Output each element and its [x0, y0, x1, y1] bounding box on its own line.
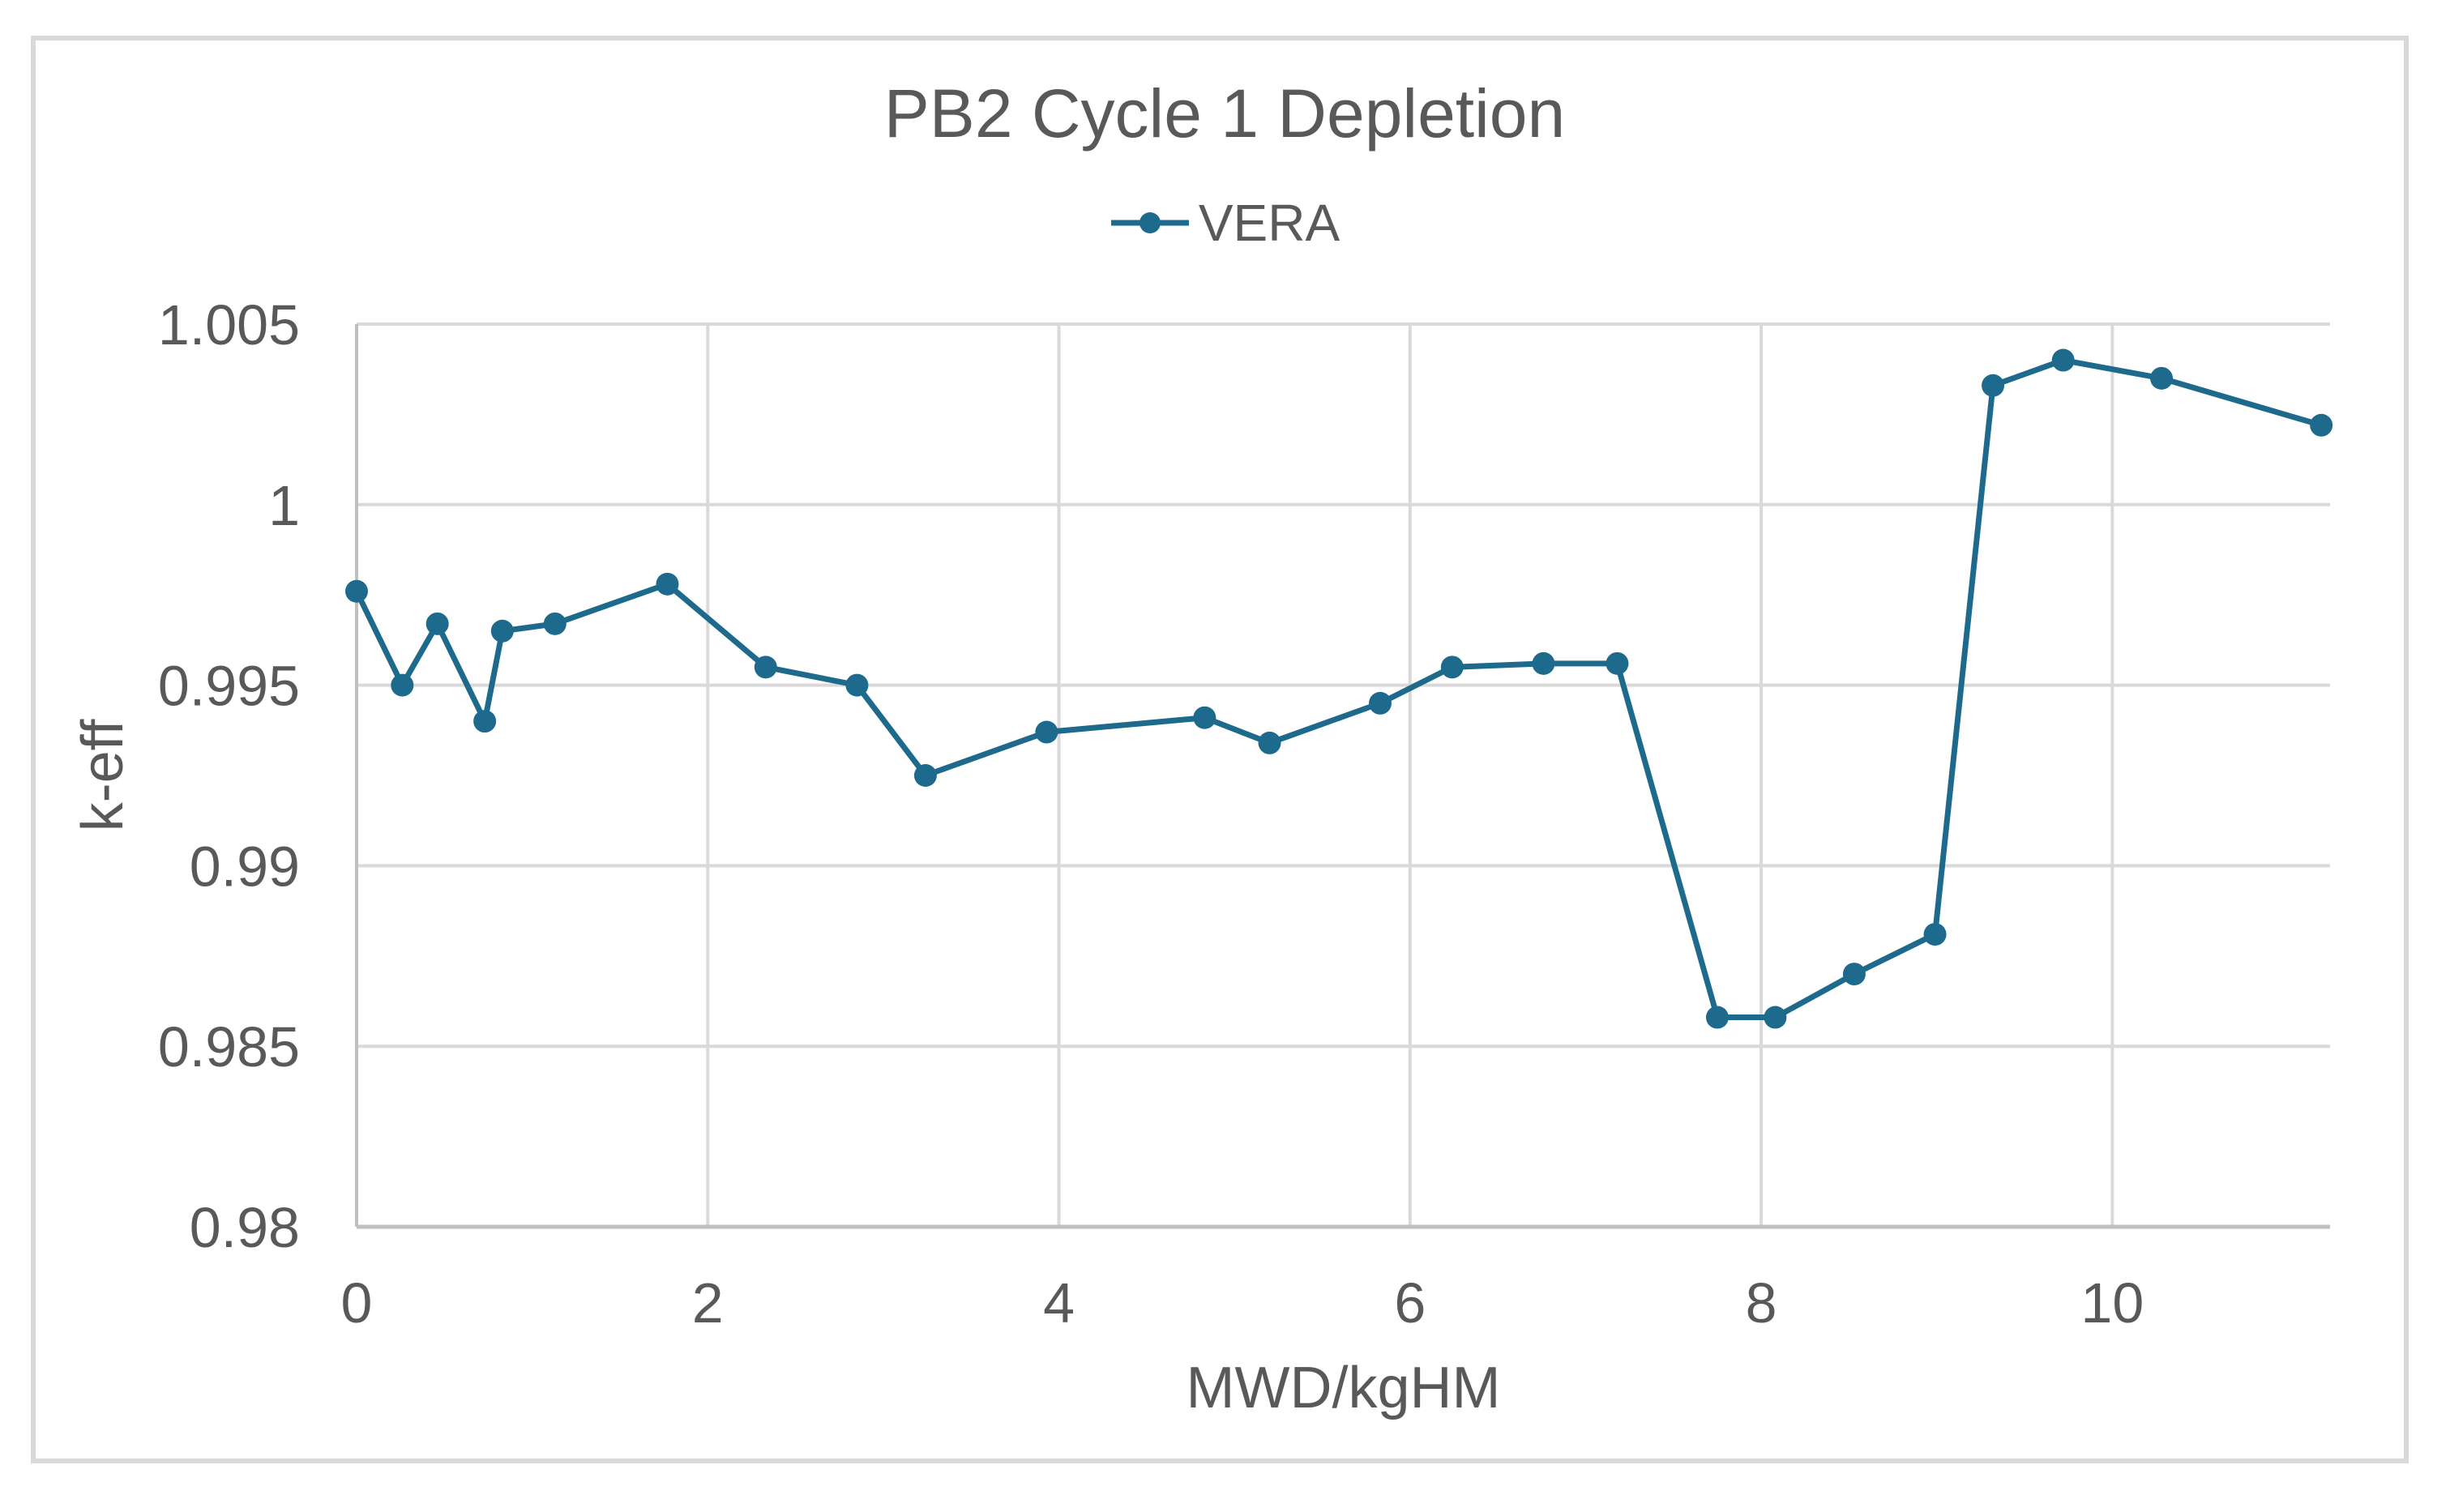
data-point-marker: [1258, 731, 1281, 754]
data-point-marker: [1035, 720, 1058, 744]
data-point-marker: [1705, 1006, 1729, 1029]
y-tick-label: 0.99: [190, 835, 300, 898]
x-tick-label: 6: [1394, 1271, 1426, 1335]
data-point-marker: [1764, 1006, 1787, 1029]
data-point-marker: [656, 572, 679, 596]
data-point-marker: [1532, 651, 1555, 675]
x-tick-label: 4: [1043, 1271, 1075, 1335]
data-point-marker: [1368, 691, 1392, 715]
x-tick-label: 0: [341, 1271, 373, 1335]
x-axis-title: MWD/kgHM: [1186, 1356, 1501, 1420]
x-tick-label: 2: [692, 1271, 724, 1335]
data-point-marker: [2150, 366, 2174, 390]
y-tick-label: 1.005: [158, 293, 300, 357]
data-point-marker: [1923, 923, 1947, 946]
data-point-marker: [1606, 651, 1629, 675]
data-point-marker: [473, 710, 497, 733]
data-point-marker: [1982, 374, 2005, 397]
x-tick-label: 8: [1746, 1271, 1777, 1335]
y-tick-label: 0.985: [158, 1015, 300, 1078]
data-point-marker: [345, 579, 368, 603]
data-point-marker: [754, 656, 777, 679]
data-point-marker: [913, 764, 937, 787]
data-point-marker: [543, 612, 567, 635]
legend-marker-icon: [1110, 212, 1189, 233]
data-point-marker: [425, 612, 449, 635]
y-tick-label: 0.98: [190, 1196, 300, 1259]
y-axis-title: k-eff: [71, 719, 135, 832]
x-tick-label: 10: [2080, 1271, 2144, 1335]
y-tick-label: 1: [268, 474, 300, 537]
legend: VERA: [31, 193, 2418, 253]
chart-title: PB2 Cycle 1 Depletion: [883, 75, 1566, 152]
data-point-marker: [2310, 413, 2333, 437]
data-point-marker: [1842, 963, 1866, 986]
series-line: [353, 357, 2324, 1021]
data-point-marker: [391, 673, 414, 697]
y-tick-label: 0.995: [158, 655, 300, 718]
data-point-marker: [845, 673, 869, 697]
data-point-marker: [1193, 706, 1216, 729]
data-point-marker: [490, 619, 514, 643]
legend-series-label: VERA: [1198, 194, 1340, 252]
data-point-marker: [1440, 656, 1464, 679]
data-point-marker: [2051, 348, 2075, 372]
